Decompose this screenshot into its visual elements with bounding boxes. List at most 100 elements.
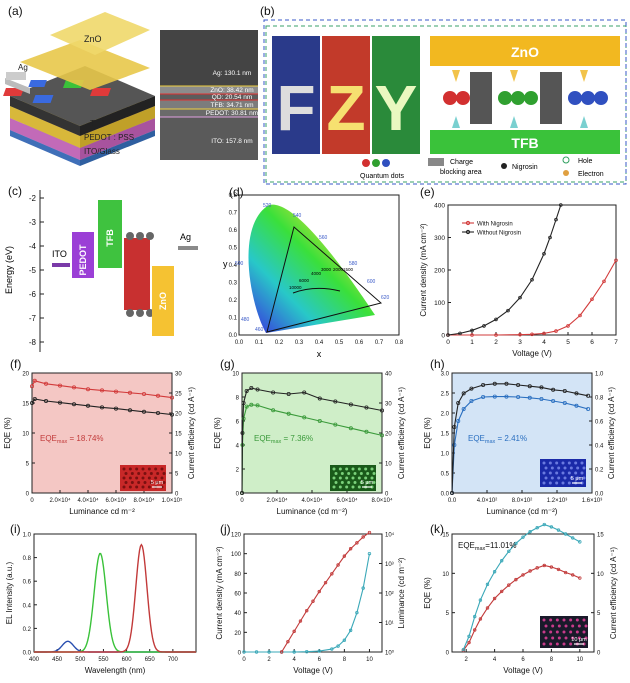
data-point	[562, 389, 567, 394]
data-point	[323, 580, 328, 585]
inset-dot	[141, 476, 145, 480]
label-zno: ZnO	[84, 34, 102, 44]
data-point	[317, 589, 321, 594]
x-tick-label: 8	[343, 657, 347, 663]
data-point	[578, 576, 582, 580]
legend-qd-label: Quantum dots	[360, 173, 404, 180]
y-right-tick-label: 0	[175, 492, 179, 498]
data-point	[141, 392, 146, 397]
inset-dot	[584, 624, 588, 628]
data-point	[461, 407, 466, 412]
data-point	[364, 429, 369, 434]
x-tick-label: 4.0×10⁴	[77, 497, 99, 504]
data-point	[559, 203, 563, 207]
data-point	[516, 382, 521, 387]
inset-dot	[122, 485, 126, 489]
panel-e: (e) 0 1 2 3 4 5 6 7 0 100 200 300 400 Voltage (V) Curr…	[410, 185, 630, 365]
locus-580: 580	[349, 261, 358, 267]
tem-tfb	[160, 100, 258, 109]
inset-dot	[357, 476, 361, 480]
data-point	[100, 388, 105, 393]
cie-y-tick: 0.5	[229, 246, 238, 252]
temp-1500: 1500	[343, 267, 354, 272]
data-point	[574, 403, 579, 408]
inset-dot	[580, 461, 584, 465]
data-point	[127, 408, 132, 413]
layer-qd-side	[10, 96, 80, 136]
data-point	[58, 383, 63, 388]
tem-label-zno: ZnO: 38.42 nm	[210, 87, 253, 94]
inset-dot	[549, 630, 553, 634]
inset-dot	[353, 481, 357, 484]
data-point	[333, 422, 338, 427]
tem-label-ag: Ag: 130.1 nm	[213, 70, 252, 77]
data-point	[481, 382, 486, 387]
inset-dot	[162, 472, 166, 475]
x-tick-label: 10	[366, 657, 373, 663]
y-tick-label: 0.8	[23, 556, 32, 562]
cie-x-tick: 0.1	[255, 340, 264, 346]
spectrum-green	[34, 552, 196, 653]
inset-dot	[574, 461, 578, 465]
y-right-tick-label: 25	[175, 392, 182, 398]
inset-dot	[544, 624, 548, 628]
data-point	[255, 403, 260, 408]
panel-label-h: (h)	[430, 357, 445, 371]
data-point	[494, 333, 498, 337]
y-right-tick-label: 0.2	[595, 468, 604, 474]
temp-3000: 3000	[321, 267, 332, 272]
energy-tick-label: -7	[29, 314, 37, 323]
x-tick-label: 650	[145, 657, 156, 663]
inset-dot	[332, 476, 336, 480]
energy-diagram: -2 -3 -4 -5 -6 -7 -8 Energy (eV) ITO PEDOT TFB…	[4, 190, 198, 352]
y-tick-label: 0	[446, 651, 450, 657]
cie-x-tick: 0.0	[235, 340, 244, 346]
panel-label-f: (f)	[10, 357, 22, 371]
data-point	[578, 313, 582, 318]
data-point	[114, 389, 119, 394]
label-ag: Ag	[18, 63, 28, 72]
y-right-axis-label: Luminance (cd m⁻²)	[397, 557, 406, 628]
legend-nigrosin-label: Nigrosin	[512, 164, 538, 171]
data-point	[361, 535, 365, 539]
x-tick-label: 4	[542, 339, 546, 346]
inset-dot	[160, 467, 164, 471]
locus-600: 600	[367, 279, 376, 285]
data-point	[72, 402, 77, 407]
data-point	[554, 329, 558, 333]
y-right-axis-label: Current efficiency (cd A⁻¹)	[397, 387, 406, 479]
inset-dot	[351, 485, 355, 489]
data-point	[348, 402, 353, 407]
x-axis-label: Voltage (V)	[512, 349, 552, 358]
inset-dot	[147, 476, 151, 480]
panel-b: (b) F Z Y ZnO TFB	[260, 0, 630, 185]
inset-dot	[567, 471, 571, 475]
legend-electron-icon	[563, 170, 569, 176]
data-point	[355, 541, 359, 545]
inset-dot	[156, 472, 160, 475]
data-point	[528, 529, 532, 534]
data-point	[492, 570, 497, 574]
x-tick-label: 6	[318, 657, 322, 663]
y-right-tick-label: 10¹	[385, 621, 394, 627]
data-point	[542, 331, 546, 336]
legend-qd-green	[372, 159, 380, 167]
inset-dot	[124, 472, 128, 475]
x-tick-label: 0	[240, 498, 244, 504]
letter-f: F	[276, 72, 315, 144]
inset-dot	[370, 476, 374, 480]
inset-dot	[359, 472, 363, 475]
data-point	[556, 567, 561, 572]
inset-dot	[130, 472, 134, 475]
zno-label: ZnO	[158, 292, 168, 310]
inset-dot	[128, 467, 132, 471]
data-point	[467, 634, 471, 638]
inset-dot	[332, 485, 336, 489]
x-tick-label: 500	[75, 657, 86, 663]
cie-ylabel: y	[223, 259, 228, 269]
x-tick-label: 4.0×10²	[477, 498, 498, 504]
chart-i: 400 450 500 550 600 650 700 0.0 0.2 0.4 0.6 0.8 1.0 W…	[5, 533, 197, 675]
panel-f: (f) 0 2.0×10⁴ 4.0×10⁴ 6.0×10⁴ 8.0×10⁴ 1.0×10⁵…	[0, 355, 210, 530]
data-point	[302, 415, 307, 420]
